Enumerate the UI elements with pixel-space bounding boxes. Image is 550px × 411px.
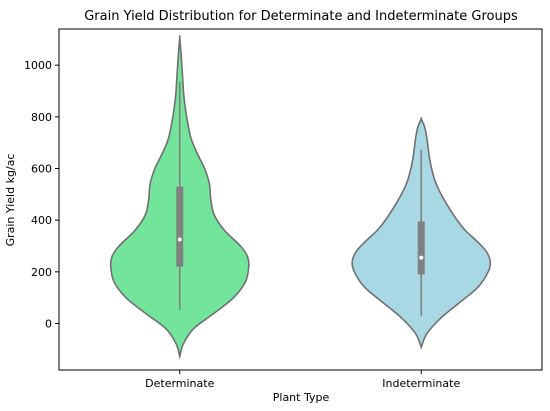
violin-determinate (109, 35, 250, 360)
chart-title: Grain Yield Distribution for Determinate… (84, 9, 518, 24)
y-axis-label: Grain Yield kg/ac (4, 154, 17, 247)
x-axis-label: Plant Type (273, 391, 330, 404)
median-marker-determinate (177, 237, 182, 242)
x-tick-label-determinate: Determinate (145, 377, 214, 390)
median-marker-indeterminate (419, 255, 424, 260)
plot-area (109, 35, 492, 360)
y-tick-label: 800 (31, 111, 52, 124)
plot-frame (58, 28, 543, 371)
y-tick-label: 200 (31, 266, 52, 279)
iqr-box-determinate (176, 186, 184, 267)
y-axis: 0 200 400 600 800 1000 (24, 59, 59, 331)
y-tick-label: 400 (31, 214, 52, 227)
y-tick-label: 600 (31, 163, 52, 176)
x-axis: Determinate Indeterminate (145, 370, 460, 390)
iqr-box-indeterminate (417, 221, 425, 275)
y-tick-label: 1000 (24, 59, 52, 72)
x-tick-label-indeterminate: Indeterminate (382, 377, 460, 390)
violin-indeterminate (351, 117, 492, 350)
y-tick-label: 0 (45, 318, 52, 331)
